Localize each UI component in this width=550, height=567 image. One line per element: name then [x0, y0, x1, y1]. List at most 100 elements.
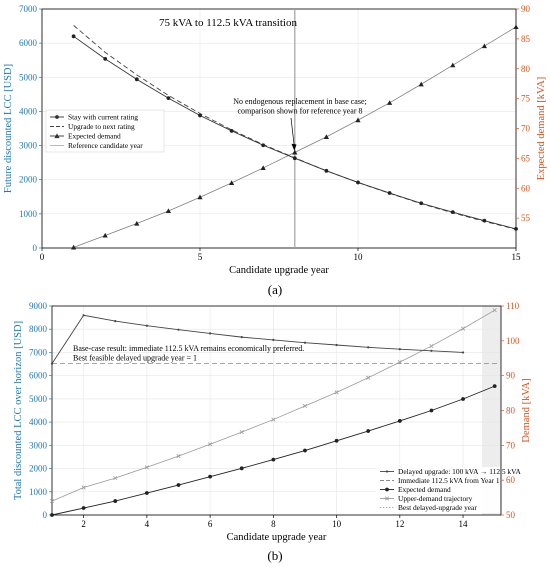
x-tick-label: 6 [208, 519, 213, 529]
legend-delayed-upgrade-label: Delayed upgrade: 100 kVA → 112.5 kVA [398, 467, 521, 476]
y-right-tick-label: 90 [506, 371, 516, 381]
y-left-tick-label: 0 [43, 510, 48, 520]
stay-with-current-rating-point [134, 77, 139, 82]
reference-annotation-line: No endogenous replacement in base case; [233, 97, 367, 106]
y-right-tick-label: 50 [506, 510, 516, 520]
expected-demand-point [197, 194, 203, 200]
panel-b-legend: Delayed upgrade: 100 kVA → 112.5 kVAImme… [376, 467, 521, 513]
stay-with-current-rating-point [387, 191, 392, 195]
y-right-tick-label: 85 [521, 34, 531, 44]
base-case-annotation-line: Best feasible delayed upgrade year = 1 [73, 354, 197, 363]
delayed-upgrade-point [177, 328, 180, 331]
upper-demand-trajectory-point [429, 343, 434, 349]
stay-with-current-rating-point [71, 34, 76, 39]
legend-expected-demand-label: Expected demand [398, 485, 451, 494]
legend-upper-demand-label: Upper-demand trajectory [398, 494, 473, 503]
annotation-arrow-head [291, 143, 297, 151]
delayed-upgrade-point [145, 324, 148, 327]
y-left-tick-label: 2000 [29, 464, 48, 474]
stay-with-current-rating-point [166, 96, 171, 101]
expected-demand-point [229, 180, 235, 185]
panel-a-title: 75 kVA to 112.5 kVA transition [159, 17, 297, 29]
expected-demand-point [397, 419, 402, 423]
legend-upgrade-label: Upgrade to next rating [68, 122, 135, 131]
stay-with-current-rating-point [356, 180, 360, 185]
delayed-upgrade-point [335, 343, 338, 347]
upper-demand-trajectory-point [492, 308, 497, 313]
legend-expected-demand-marker [54, 133, 60, 139]
expected-demand-point [481, 43, 487, 49]
legend-box [45, 109, 165, 153]
expected-demand-point [387, 100, 393, 105]
upper-demand-trajectory-point [176, 454, 181, 459]
expected-demand-point [461, 397, 465, 401]
y-right-tick-label: 75 [521, 94, 531, 104]
legend-expected-demand-label: Expected demand [68, 132, 121, 141]
expected-demand-point [366, 429, 371, 433]
delayed-upgrade-point [114, 319, 117, 323]
y-right-tick-label: 80 [506, 406, 516, 416]
stay-with-current-rating-point [419, 201, 424, 206]
expected-demand-point [134, 220, 140, 226]
x-tick-label: 14 [459, 519, 469, 529]
expected-demand-point [334, 438, 339, 443]
y-right-tick-label: 80 [521, 64, 531, 74]
delayed-upgrade-point [430, 349, 433, 352]
y-right-axis-title: Demand [kVA] [521, 378, 532, 442]
stay-with-current-rating-point [261, 143, 266, 148]
panel-a-chart: 0 5 10 15 0 1000 2000 3000 4000 5000 6000 7000 55 60 6… [3, 4, 547, 276]
upper-demand-trajectory-point [460, 326, 466, 331]
stay-with-current-rating-point [103, 56, 108, 61]
expected-demand-point [303, 448, 307, 453]
y-left-tick-label: 7000 [19, 4, 38, 14]
x-tick-label: 0 [40, 252, 45, 262]
x-axis-title: Candidate upgrade year [229, 265, 329, 276]
annotation-arrow-shaft [290, 117, 295, 147]
y-right-tick-label: 60 [506, 475, 516, 485]
upper-demand-trajectory-point [113, 475, 118, 481]
y-left-tick-label: 9000 [29, 301, 48, 311]
upper-demand-trajectory-point [144, 465, 149, 470]
y-left-axis-title: Total discounted LCC over horizon [USD] [13, 321, 24, 500]
expected-demand-point [208, 474, 212, 479]
expected-demand-point [355, 117, 361, 123]
legend-immediate-label: Immediate 112.5 kVA from Year 1 [398, 476, 500, 485]
stay-with-current-rating-point [292, 156, 297, 161]
expected-demand-point [102, 232, 108, 238]
y-left-tick-label: 1000 [19, 209, 38, 219]
expected-demand-point [323, 134, 329, 139]
stay-with-current-rating-point [514, 226, 518, 231]
x-tick-label: 10 [354, 252, 364, 262]
delayed-upgrade-point [303, 341, 307, 344]
y-left-tick-label: 5000 [19, 72, 38, 82]
delayed-upgrade-point [461, 351, 465, 354]
y-left-tick-label: 2000 [19, 175, 38, 185]
y-left-tick-label: 3000 [29, 440, 48, 450]
y-right-tick-label: 60 [521, 183, 531, 193]
stay-with-current-rating-point [482, 218, 487, 223]
x-tick-label: 8 [271, 519, 276, 529]
y-right-tick-label: 70 [521, 124, 531, 134]
expected-demand-point [292, 149, 298, 155]
x-axis-title: Candidate upgrade year [227, 532, 327, 543]
y-left-tick-label: 4000 [19, 106, 38, 116]
expected-demand-point [50, 513, 54, 517]
delayed-upgrade-point [50, 362, 54, 365]
y-right-tick-label: 100 [506, 336, 520, 346]
y-right-tick-label: 70 [506, 440, 516, 450]
shaded-region [482, 306, 501, 515]
stay-with-current-rating-point [450, 210, 455, 215]
x-tick-label: 2 [81, 519, 86, 529]
delayed-upgrade-point [398, 348, 401, 351]
x-tick-label: 15 [512, 252, 522, 262]
x-tick-label: 10 [332, 519, 342, 529]
panel-b-chart: 2 4 6 8 10 12 14 0 1000 2000 3000 4000 5000 6000 7000 8… [13, 301, 532, 543]
base-case-annotation-line: Base-case result: immediate 112.5 kVA re… [73, 344, 304, 353]
upper-demand-trajectory-point [271, 417, 276, 422]
stay-with-current-rating-point [198, 113, 202, 118]
expected-demand-point [165, 208, 171, 214]
y-left-tick-label: 7000 [29, 347, 48, 357]
expected-demand-point [260, 165, 266, 171]
panel-a-label: (a) [268, 282, 282, 297]
